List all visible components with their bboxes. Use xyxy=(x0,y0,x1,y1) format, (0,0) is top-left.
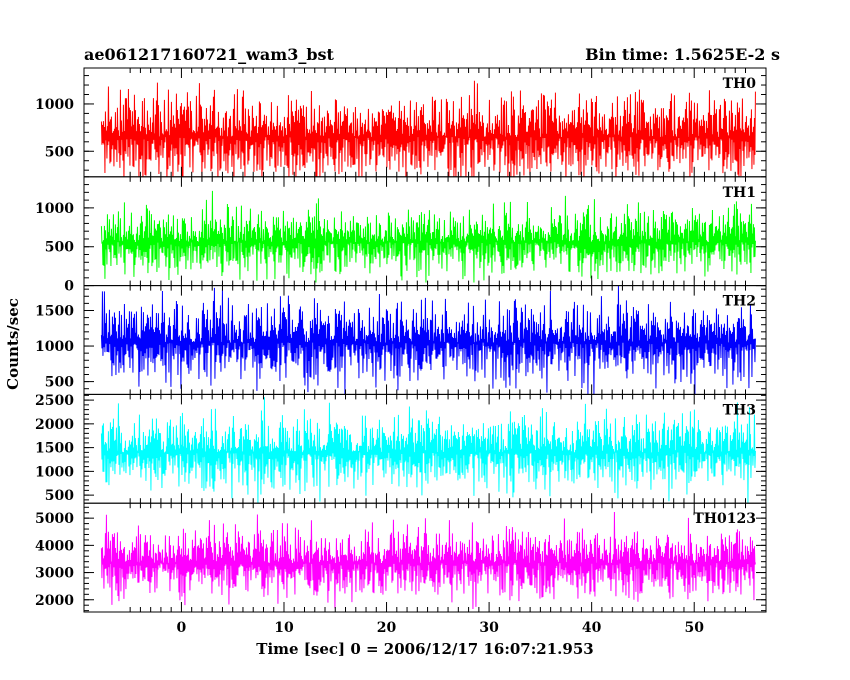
y-tick-label: 1000 xyxy=(35,201,74,217)
panel-label-th0: TH0 xyxy=(723,76,757,92)
panel-label-th2: TH2 xyxy=(723,294,756,310)
y-tick-label: 500 xyxy=(45,375,74,391)
y-tick-label: 500 xyxy=(45,240,74,256)
y-tick-label: 1000 xyxy=(35,97,74,113)
y-tick-label: 500 xyxy=(45,488,74,504)
x-tick-label: 40 xyxy=(582,620,602,636)
x-tick-label: 20 xyxy=(377,620,397,636)
panel-label-th3: TH3 xyxy=(723,402,756,418)
y-tick-label: 5000 xyxy=(35,511,74,527)
y-tick-label: 1000 xyxy=(35,464,74,480)
series-line-th0 xyxy=(100,80,756,177)
y-tick-label: 1000 xyxy=(35,339,74,355)
panel-label-th0123: TH0123 xyxy=(693,511,756,527)
x-tick-label: 30 xyxy=(479,620,499,636)
x-tick-label: 50 xyxy=(684,620,704,636)
y-tick-label: 2500 xyxy=(35,393,74,409)
y-tick-label: 2000 xyxy=(35,417,74,433)
y-tick-label: 1500 xyxy=(35,303,74,319)
x-tick-label: 10 xyxy=(274,620,294,636)
series-line-th2 xyxy=(100,285,756,395)
y-tick-label: 1500 xyxy=(35,441,74,457)
series-line-th0123 xyxy=(100,511,756,610)
y-axis-label: Counts/sec xyxy=(4,298,22,390)
chart-title: ae061217160721_wam3_bst xyxy=(84,45,335,64)
panel-frame xyxy=(83,502,767,613)
y-tick-label: 500 xyxy=(45,144,74,160)
chart-subtitle: Bin time: 1.5625E-2 s xyxy=(585,45,780,64)
series-line-th1 xyxy=(100,190,756,283)
x-tick-label: 0 xyxy=(177,620,187,636)
y-tick-label: 3000 xyxy=(35,566,74,582)
y-tick-label: 2000 xyxy=(35,593,74,609)
y-tick-label: 4000 xyxy=(35,538,74,554)
panel-label-th1: TH1 xyxy=(723,185,756,201)
y-tick-label: 0 xyxy=(64,279,74,295)
x-axis-label: Time [sec] 0 = 2006/12/17 16:07:21.953 xyxy=(256,640,593,658)
series-line-th3 xyxy=(100,397,756,504)
panels-group: 5001000TH005001000TH150010001500TH250010… xyxy=(35,67,767,636)
